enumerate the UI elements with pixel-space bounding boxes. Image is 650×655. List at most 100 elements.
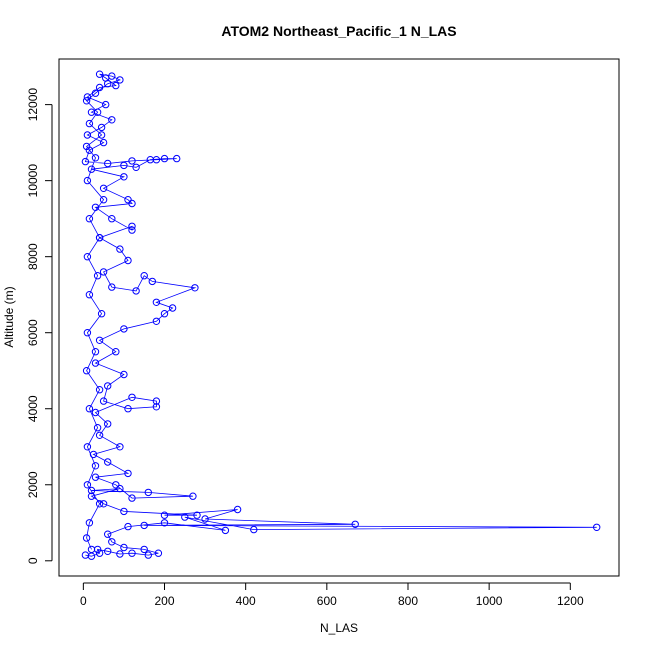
data-point <box>124 405 132 413</box>
data-point <box>152 317 161 325</box>
data-point <box>99 184 108 193</box>
data-point <box>108 72 116 80</box>
x-tick-label: 1200 <box>557 594 584 608</box>
data-point <box>152 298 161 306</box>
data-point <box>99 196 108 204</box>
data-point <box>116 443 124 451</box>
y-tick-label: 0 <box>26 557 40 564</box>
data-point <box>91 473 100 481</box>
data-point <box>160 154 169 163</box>
data-point <box>120 370 128 379</box>
data-point <box>104 458 112 466</box>
data-point <box>85 405 94 413</box>
data-point <box>83 253 92 261</box>
data-point <box>160 519 169 527</box>
y-axis: 0 2000 4000 6000 8000 10000 12000 <box>26 88 53 564</box>
x-tick-label: 400 <box>236 594 256 608</box>
series-line <box>84 73 597 557</box>
data-point <box>160 511 169 519</box>
data-point <box>152 403 161 411</box>
y-tick-label: 10000 <box>26 164 40 198</box>
data-point <box>97 123 106 132</box>
data-point <box>120 325 128 333</box>
data-point <box>128 157 136 165</box>
data-point <box>124 469 132 478</box>
data-point <box>104 80 112 88</box>
data-point <box>83 93 92 101</box>
y-tick-label: 4000 <box>26 395 40 422</box>
data-point <box>82 534 91 542</box>
data-point <box>181 513 189 521</box>
data-point <box>128 222 136 231</box>
data-point <box>128 494 136 502</box>
data-point <box>95 500 104 508</box>
data-point <box>95 234 104 242</box>
data-point <box>128 199 136 208</box>
data-point <box>140 272 148 280</box>
data-point <box>124 256 132 265</box>
data-point <box>120 507 128 516</box>
data-point <box>160 310 169 318</box>
data-point <box>85 291 94 299</box>
y-tick-label: 12000 <box>26 88 40 122</box>
data-point <box>351 520 359 528</box>
data-point <box>201 515 209 523</box>
plot-frame <box>58 58 620 577</box>
data-point <box>87 545 96 554</box>
data-point <box>116 76 124 84</box>
data-point <box>124 196 132 204</box>
data-point <box>99 500 108 508</box>
data-point <box>112 348 120 356</box>
data-point <box>83 176 92 185</box>
data-point <box>97 310 106 318</box>
data-point <box>83 329 92 337</box>
data-point <box>83 481 92 489</box>
data-point <box>91 154 100 162</box>
data-point <box>173 154 181 163</box>
data-point <box>104 420 112 428</box>
data-point <box>82 367 91 375</box>
data-point <box>116 484 124 493</box>
data-point <box>112 81 120 90</box>
data-point <box>91 462 100 470</box>
data-point <box>91 408 100 417</box>
data-point <box>85 215 94 223</box>
data-point <box>99 268 108 276</box>
x-axis-label: N_LAS <box>320 621 358 635</box>
data-point <box>148 277 157 286</box>
data-point <box>112 481 120 489</box>
data-point <box>144 488 153 497</box>
data-layer <box>81 70 601 560</box>
data-point <box>97 131 106 139</box>
data-point <box>87 492 96 500</box>
x-tick-label: 800 <box>398 594 418 608</box>
data-point <box>89 450 98 459</box>
data-point <box>104 530 112 538</box>
y-axis-label: Altitude (m) <box>2 286 16 347</box>
data-point <box>152 397 161 405</box>
data-point <box>99 138 108 147</box>
data-point <box>593 523 601 531</box>
data-point <box>108 283 116 291</box>
data-point <box>93 108 102 116</box>
x-tick-label: 600 <box>317 594 337 608</box>
data-point <box>91 359 100 367</box>
x-tick-label: 200 <box>154 594 174 608</box>
data-point <box>83 131 92 139</box>
x-tick-label: 0 <box>80 594 87 608</box>
data-point <box>108 215 116 223</box>
data-point <box>83 443 92 451</box>
data-point <box>191 284 199 292</box>
data-point <box>95 386 104 394</box>
data-point <box>168 304 177 312</box>
data-point <box>120 173 128 181</box>
data-point <box>124 522 132 531</box>
data-point <box>85 519 94 527</box>
data-point <box>108 116 116 124</box>
x-axis: 0 200 400 600 800 1000 1200 <box>80 582 584 608</box>
data-point <box>91 348 100 356</box>
data-point <box>152 156 161 164</box>
data-point <box>189 492 197 500</box>
